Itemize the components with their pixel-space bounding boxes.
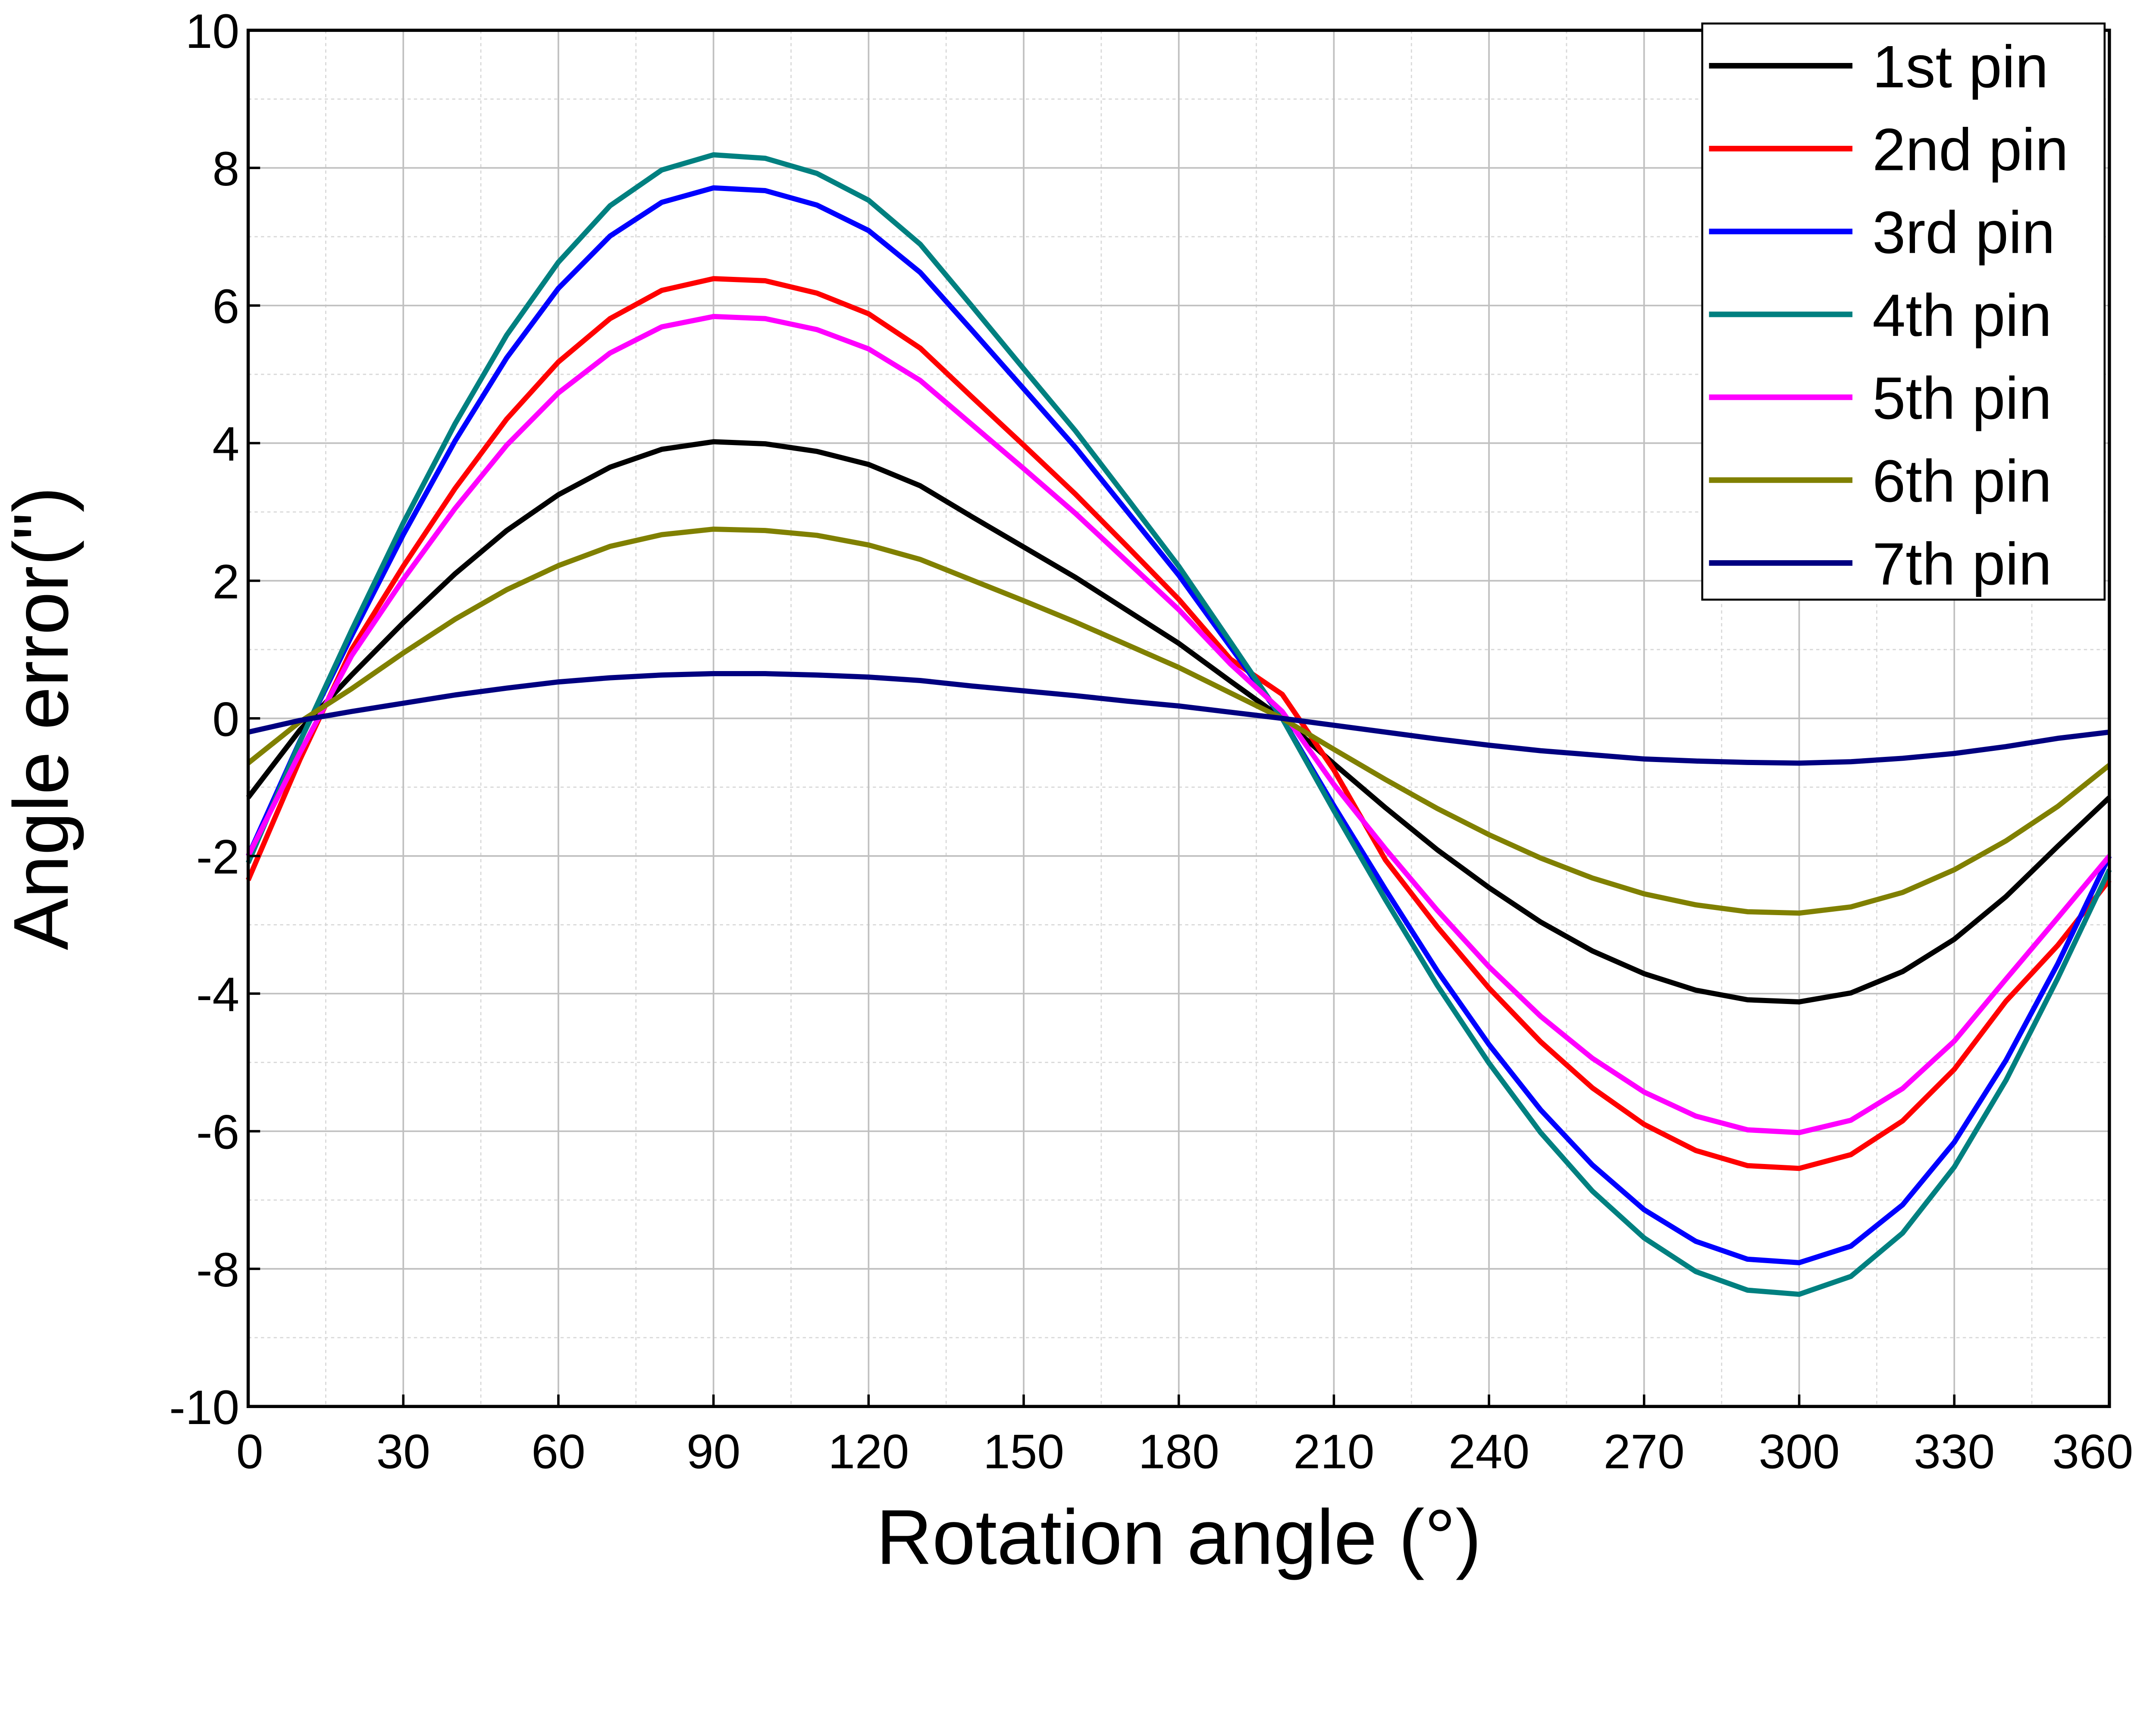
y-tick-label: 10 — [185, 4, 239, 58]
x-tick-label: 150 — [983, 1424, 1064, 1478]
x-tick-label: 60 — [531, 1424, 585, 1478]
legend-label: 3rd pin — [1872, 200, 2055, 266]
series-line-7 — [248, 671, 2110, 766]
legend-label: 2nd pin — [1872, 116, 2068, 183]
y-tick-label: -6 — [196, 1105, 239, 1159]
legend: 1st pin 2nd pin 3rd pin 4th pin 5th pin 6th p… — [1701, 22, 2106, 601]
x-tick-label: 90 — [686, 1424, 740, 1478]
legend-label: 7th pin — [1872, 531, 2052, 597]
y-tick-label: -2 — [196, 829, 239, 884]
series-line-6 — [246, 526, 2111, 916]
series-line-1 — [246, 439, 2112, 1005]
x-tick-label: 0 — [236, 1424, 263, 1478]
y-tick-label: 2 — [213, 554, 240, 609]
y-tick-label: -4 — [196, 967, 239, 1022]
y-tick-label: -8 — [196, 1242, 239, 1297]
legend-label: 5th pin — [1872, 365, 2052, 432]
y-tick-label: 4 — [213, 417, 240, 471]
x-tick-label: 240 — [1448, 1424, 1529, 1478]
series-lines — [246, 152, 2112, 1297]
x-tick-label: 270 — [1604, 1424, 1685, 1478]
y-axis-title: Angle error(") — [0, 486, 85, 950]
y-tick-label: 6 — [213, 279, 240, 333]
y-tick-label: 8 — [213, 141, 240, 196]
series-line-3 — [246, 185, 2112, 1265]
y-tick-label: 0 — [213, 692, 240, 746]
series-line-4 — [246, 152, 2112, 1297]
y-axis-ticks: -10 -8 -6 -4 -2 0 2 4 6 8 10 — [169, 4, 260, 1434]
line-chart: 0 30 60 90 120 150 180 210 240 270 300 330 360 -10-8… — [0, 3, 2134, 1581]
series-line-5 — [246, 314, 2112, 1136]
x-tick-label: 330 — [1914, 1424, 1995, 1478]
x-axis-title: Rotation angle (°) — [876, 1494, 1482, 1581]
legend-label: 4th pin — [1872, 282, 2052, 349]
x-tick-label: 180 — [1138, 1424, 1219, 1478]
legend-label: 1st pin — [1872, 34, 2048, 100]
x-tick-label: 120 — [828, 1424, 909, 1478]
x-axis-ticks: 0 30 60 90 120 150 180 210 240 270 300 330 360 — [236, 1394, 2133, 1478]
x-tick-label: 30 — [376, 1424, 430, 1478]
legend-label: 6th pin — [1872, 448, 2052, 514]
series-line-2 — [246, 276, 2112, 1171]
y-tick-label: -10 — [169, 1380, 239, 1434]
x-tick-label: 210 — [1293, 1424, 1374, 1478]
x-tick-label: 300 — [1758, 1424, 1839, 1478]
x-tick-label: 360 — [2052, 1424, 2133, 1478]
